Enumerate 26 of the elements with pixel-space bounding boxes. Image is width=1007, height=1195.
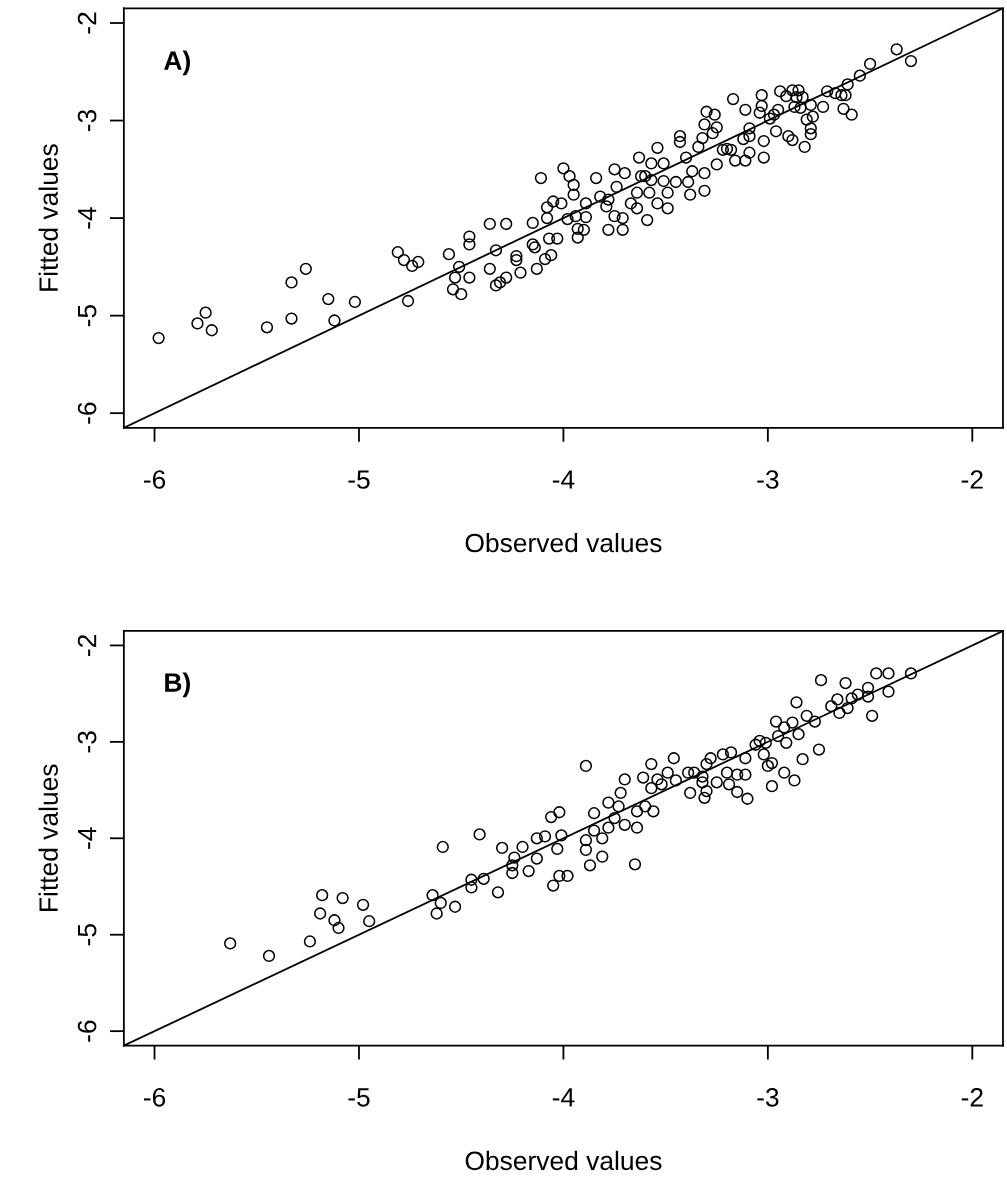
x-tick-label: -6 bbox=[143, 1087, 166, 1107]
y-tick-label: -6 bbox=[77, 402, 97, 424]
y-tick-label: -5 bbox=[78, 305, 97, 327]
y-axis-title: Fitted values bbox=[38, 764, 58, 911]
x-tick-label: -4 bbox=[552, 1088, 575, 1107]
x-tick-label: -2 bbox=[961, 470, 983, 489]
x-axis-title: Observed values bbox=[465, 532, 662, 553]
y-tick-label: -5 bbox=[78, 924, 97, 946]
y-tick-label: -4 bbox=[78, 207, 97, 229]
annotation: A) bbox=[164, 50, 190, 76]
y-tick-label: -6 bbox=[77, 1020, 97, 1042]
x-tick-label: -5 bbox=[348, 470, 370, 489]
x-axis-title: Observed values bbox=[465, 1150, 662, 1171]
x-tick-label: -3 bbox=[757, 470, 779, 489]
y-axis-title: Fitted values bbox=[38, 144, 58, 291]
x-tick-label: -6 bbox=[143, 470, 166, 489]
x-tick-label: -2 bbox=[961, 1087, 983, 1107]
x-tick-label: -4 bbox=[552, 470, 575, 489]
x-tick-label: -5 bbox=[348, 1088, 370, 1107]
y-tick-label: -3 bbox=[77, 109, 97, 132]
y-tick-label: -4 bbox=[78, 827, 97, 849]
y-tick-label: -2 bbox=[77, 12, 97, 34]
x-tick-label: -3 bbox=[757, 1087, 779, 1107]
y-tick-label: -3 bbox=[77, 731, 97, 753]
annotation: B) bbox=[165, 672, 190, 698]
y-tick-label: -2 bbox=[77, 635, 97, 656]
